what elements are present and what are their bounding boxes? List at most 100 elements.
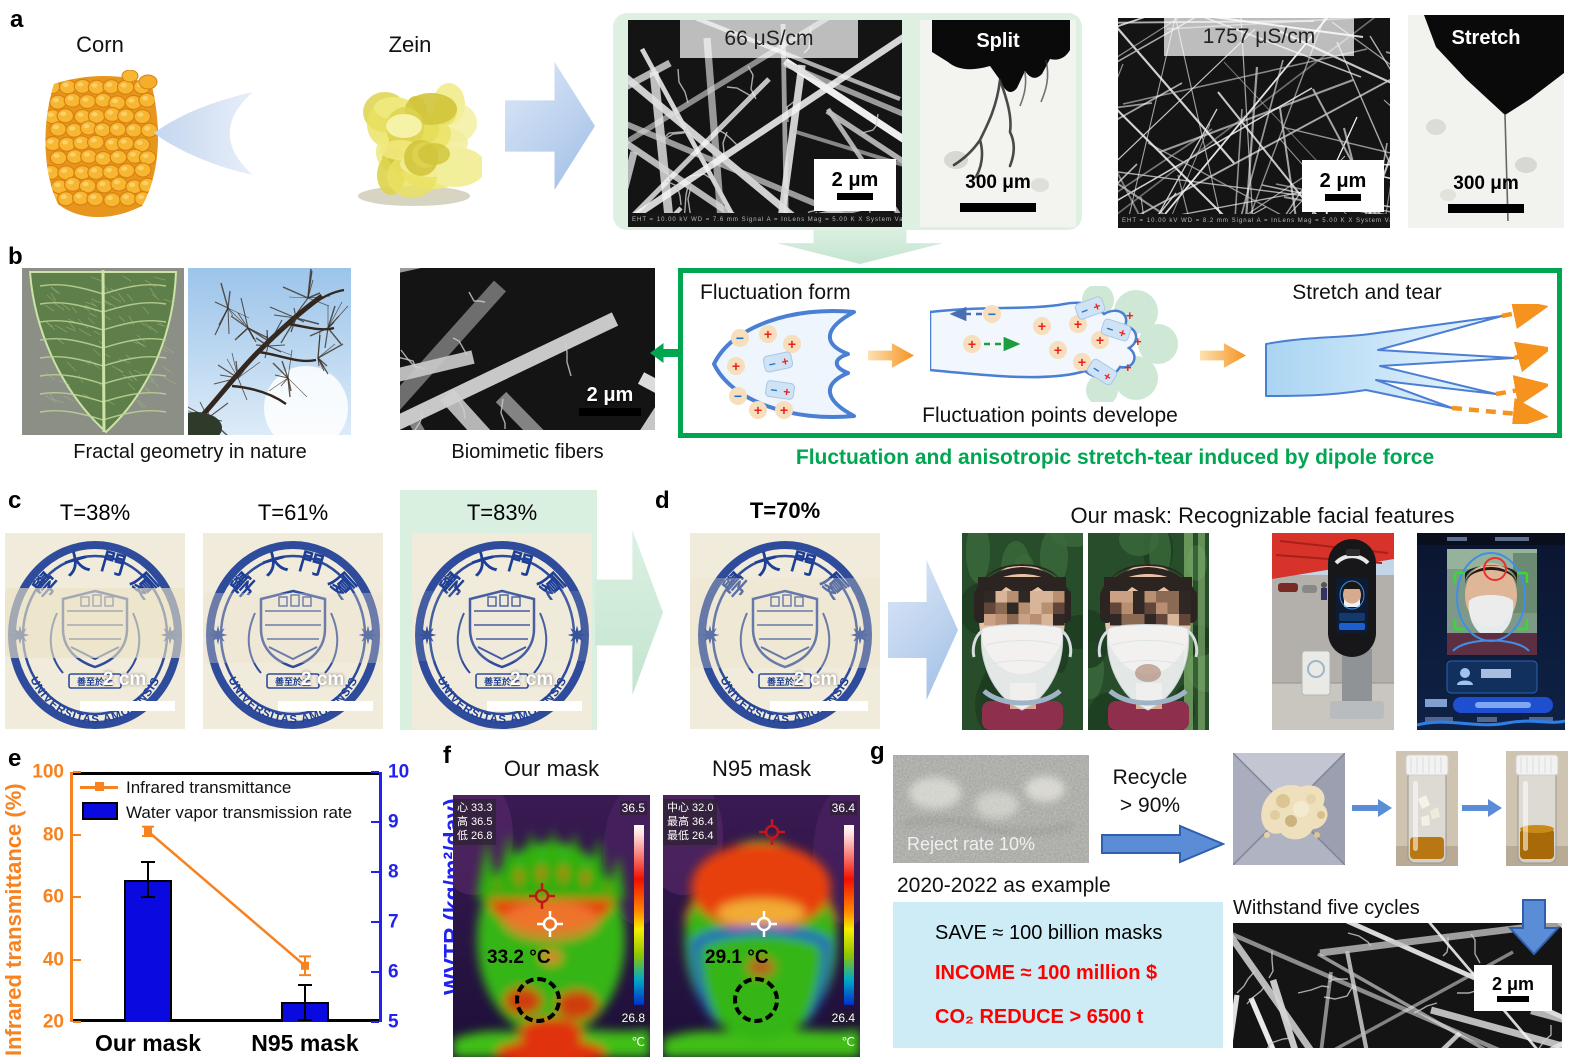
process-right-arrow-icon [505,62,595,190]
thermal-colorbar [844,825,854,1005]
plot-top-spine [70,772,382,775]
leaf-photo [22,268,184,435]
svg-text:+: + [780,354,790,369]
bar-error-line [304,984,306,1020]
scale-bar-line [837,193,873,200]
illustration: − +++ − +− − ++ + [712,309,856,419]
svg-text:+: + [788,336,796,352]
x-category-label: Our mask [94,1030,202,1056]
illustration [1101,824,1225,864]
svg-text:+: + [780,402,788,418]
colorbar-min: 26.8 [619,1011,647,1025]
stretch-scale-line [1448,204,1524,213]
illustration [188,268,351,435]
t38-label: T=38% [59,500,131,525]
max-temp: 高 36.5 [457,816,493,828]
scale-label: 2 cm [301,669,345,690]
split-scale-label: 300 μm [965,172,1031,193]
bar-error-cap [141,861,155,863]
illustration [893,755,1089,863]
mask-strip-overlay [203,593,383,663]
illustration: − + +++++ − +− +−+ +++ [930,286,1178,402]
svg-text:+: + [1124,360,1132,375]
mask-strip-overlay [5,588,185,658]
svg-text:−: − [769,383,778,398]
center-temp: 中心 32.0 [667,802,714,814]
scale-line [278,701,373,711]
crosshair-red-icon [529,883,555,909]
illustration [1396,751,1458,866]
tree-branches-photo [188,268,351,435]
svg-text:+: + [1096,332,1104,348]
illustration [154,92,253,175]
corn-photo [30,70,178,220]
legend-label-bar: Water vapor transmission rate [126,803,353,822]
stretch-tear-diagram [1258,304,1548,424]
step3-label: Stretch and tear [1292,281,1442,304]
spot-temperature: 33.2 °C [487,947,551,968]
illustration [1417,533,1565,730]
svg-text:+: + [968,336,976,352]
svg-text:−: − [1079,303,1090,319]
left-tick-mark [73,833,81,836]
income-line: INCOME ≈ 100 million $ [935,962,1158,984]
scale-bar: 2 μm [1474,965,1552,1011]
svg-text:門: 門 [788,548,819,581]
blue-right-arrow-icon [888,560,958,700]
scale-bar-label: 2 μm [831,169,879,191]
mask-strip-overlay [690,578,880,668]
svg-text:−: − [767,357,777,372]
scale-label: 2 cm [794,669,838,690]
svg-text:大: 大 [260,548,291,581]
svg-text:+: + [1091,299,1102,315]
left-tick-mark [73,958,81,961]
t83-label: T=83% [466,500,538,525]
crosshair-glyph [529,883,555,909]
right-tick-mark [371,871,379,873]
measurement-circle [733,977,779,1023]
nature-caption: Fractal geometry in nature [73,441,307,463]
fluctuation-form-diagram: − + + + − + − − + + + [702,306,864,424]
svg-text:+: + [782,385,791,400]
plot-left-spine [70,772,73,1022]
scale-label: 2 cm [510,669,554,690]
reject-rate-label: Reject rate 10% [907,834,1036,854]
split-microscopy-photo: Split 300 μm [920,20,1076,227]
crosshair-white-icon [537,911,563,937]
left-tick-mark [73,771,81,773]
left-tick-label: 20 [42,1011,64,1033]
thermal-left-title: Our mask [503,756,600,781]
svg-text:門: 門 [98,548,129,581]
svg-text:−: − [1104,321,1115,336]
max-temp: 最高 36.4 [667,816,714,828]
colorbar-min: 26.4 [829,1011,857,1025]
colorbar-unit: ℃ [631,1035,645,1049]
illustration [962,533,1083,730]
spot-temperature: 29.1 °C [705,947,769,968]
crosshair-glyph [759,819,785,845]
thermal-stats: 心 33.3 高 36.5 低 26.8 [453,799,497,845]
svg-text:大: 大 [752,548,783,581]
recycled-powder-photo [1233,753,1345,865]
scale-bar-label: 2 μm [586,384,634,406]
svg-text:+: + [1126,308,1134,323]
fibers-caption: Biomimetic fibers [451,441,604,463]
scale-bar-label: 2 μm [1491,973,1535,994]
right-tick-label: 9 [388,811,399,833]
scale-bar: 2 μm [1302,160,1384,212]
svg-text:善至於止: 善至於止 [484,676,520,687]
svg-text:−: − [736,330,744,346]
chart-legend: Infrared transmittance Water vapor trans… [78,778,378,826]
sem-after-cycles: 2 μm [1233,923,1562,1048]
measurement-circle [515,977,561,1023]
svg-text:+: + [1117,325,1128,340]
thermal-colorbar [634,825,644,1005]
impact-info-box: SAVE ≈ 100 billion masks INCOME ≈ 100 mi… [893,902,1223,1048]
bar-error-line [147,862,149,897]
t70-label: T=70% [749,498,821,523]
zein-caption: Zein [388,32,432,57]
zein-powder-photo [346,74,482,208]
split-scale-line [960,203,1036,212]
